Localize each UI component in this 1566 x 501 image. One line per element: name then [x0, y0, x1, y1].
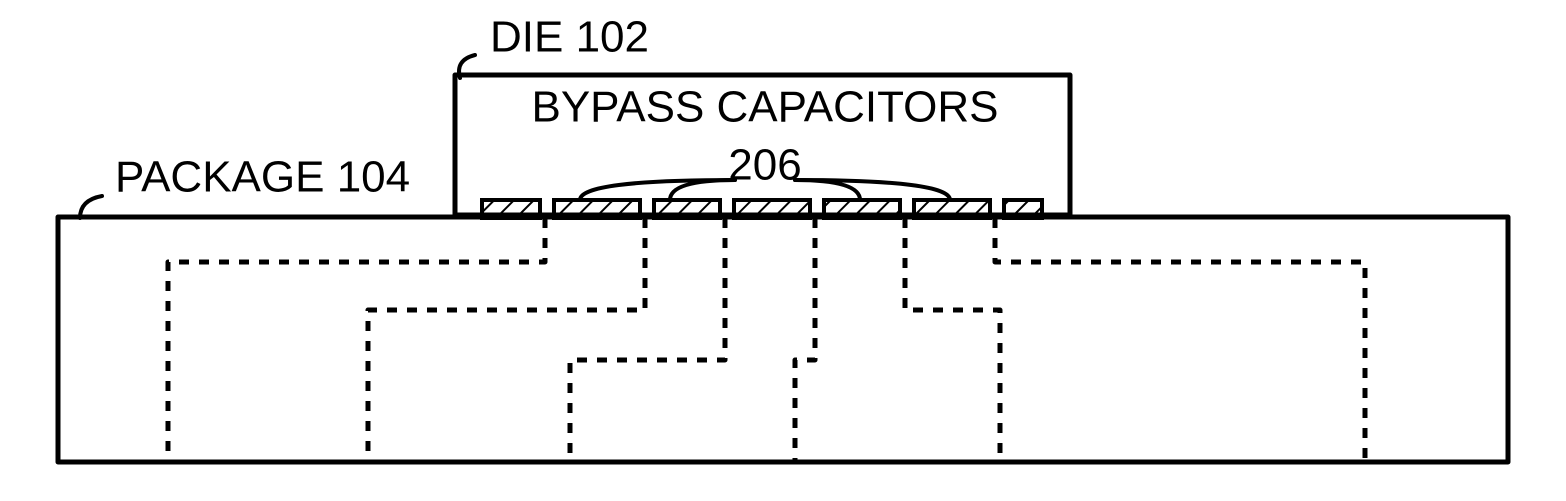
bypass-cap-5: [914, 200, 990, 218]
bypass-cap-1: [554, 200, 640, 218]
bypass-cap-2: [654, 200, 720, 218]
die-label: DIE 102: [490, 13, 649, 62]
ref206-leader-1: [670, 180, 735, 200]
ref206-leader-2: [795, 180, 860, 200]
bypass-cap-6: [1004, 200, 1042, 218]
bypass-cap-3: [734, 200, 810, 218]
bypass-cap-0: [482, 200, 540, 218]
internal-route-4: [905, 218, 1000, 462]
ref206-leader-3: [795, 180, 950, 200]
ref206-leader-0: [580, 180, 735, 200]
internal-route-0: [168, 218, 545, 462]
package-label: PACKAGE 104: [115, 153, 410, 202]
internal-route-5: [995, 218, 1365, 462]
internal-route-2: [570, 218, 725, 462]
ref-206-label: 206: [728, 141, 801, 190]
bypass-capacitors-label: BYPASS CAPACITORS: [531, 83, 998, 132]
internal-route-3: [795, 218, 815, 462]
bypass-cap-4: [824, 200, 900, 218]
internal-route-1: [368, 218, 645, 462]
package-rect: [58, 217, 1508, 462]
